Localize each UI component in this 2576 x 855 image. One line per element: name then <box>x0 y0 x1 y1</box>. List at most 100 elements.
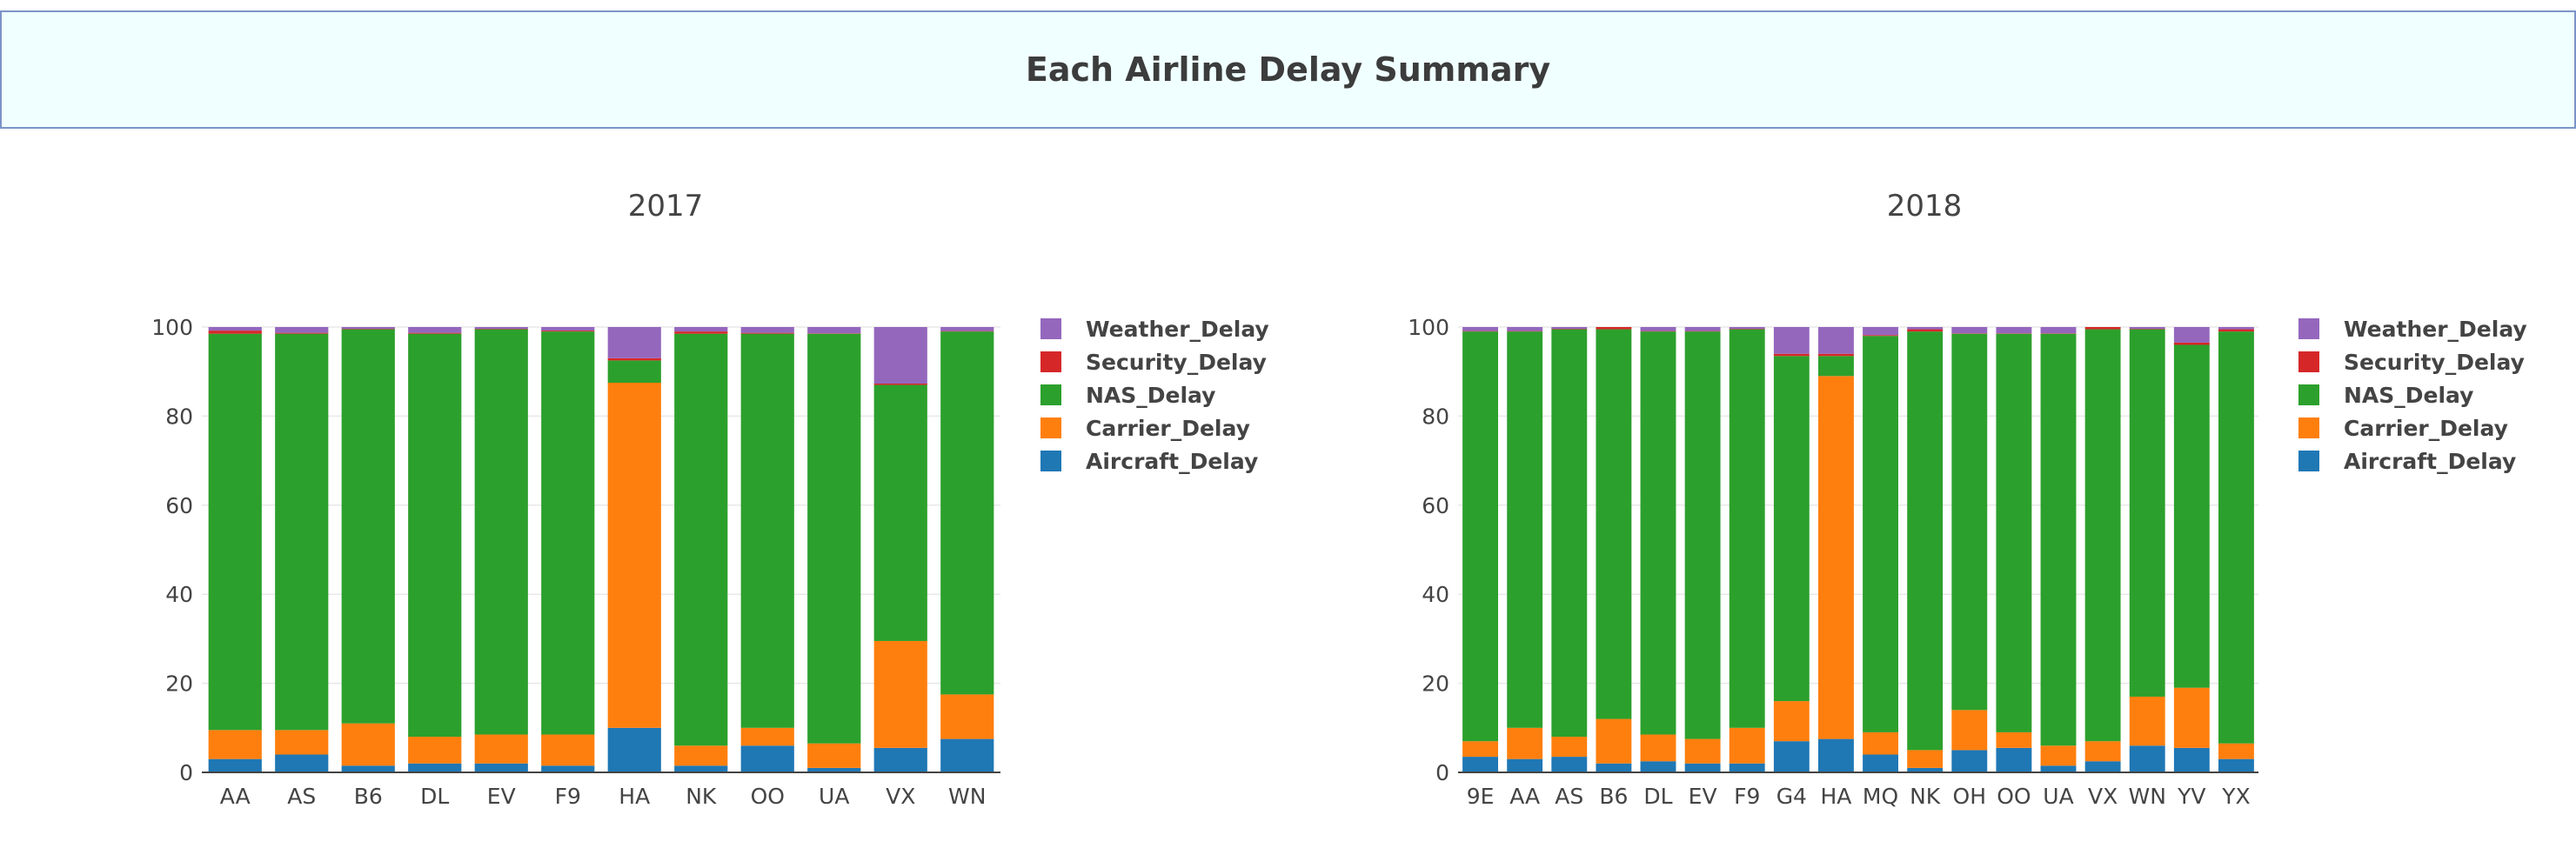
chart-2017: 2017 0 20 40 60 80 100 AA AS B6 DL EV F9 HA NK OO UA VX WN… <box>151 189 1268 809</box>
bar-segment-Aircraft_Delay-G4 <box>1773 741 1810 772</box>
bar-segment-Weather_Delay-YV <box>2173 327 2210 343</box>
legend-swatch-Weather_Delay[interactable] <box>2298 318 2319 339</box>
bar-segment-NAS_Delay-NK <box>674 333 728 746</box>
x-tick-label: DL <box>420 784 449 809</box>
page-banner: Each Airline Delay Summary <box>0 10 2576 129</box>
bar-segment-Security_Delay-VX <box>873 384 927 385</box>
y-tick-label: 0 <box>1435 760 1449 785</box>
x-tick-label: MQ <box>1863 784 1898 809</box>
legend-swatch-Carrier_Delay[interactable] <box>2298 417 2319 438</box>
bar-segment-Security_Delay-VX <box>2084 327 2121 330</box>
bar-segment-NAS_Delay-AA <box>1507 331 1543 728</box>
x-tick-label: AA <box>1509 784 1540 809</box>
y-tick-label: 20 <box>1422 671 1449 697</box>
bar-segment-Carrier_Delay-AA <box>208 730 262 759</box>
bar-segment-Aircraft_Delay-9E <box>1462 757 1498 772</box>
legend-label-Security_Delay[interactable]: Security_Delay <box>2344 350 2525 375</box>
bar-segment-Aircraft_Delay-VX <box>873 747 927 772</box>
legend-label-Security_Delay[interactable]: Security_Delay <box>1086 350 1267 375</box>
bar-segment-Carrier_Delay-G4 <box>1773 701 1810 742</box>
x-tick-label: NK <box>686 784 717 809</box>
bar-segment-Weather_Delay-EV <box>474 327 528 330</box>
legend-label-Carrier_Delay[interactable]: Carrier_Delay <box>2344 416 2508 441</box>
legend-label-Carrier_Delay[interactable]: Carrier_Delay <box>1086 416 1250 441</box>
bar-segment-Aircraft_Delay-B6 <box>1596 763 1632 772</box>
legend-swatch-Aircraft_Delay[interactable] <box>2298 451 2319 471</box>
bar-segment-Weather_Delay-AS <box>1551 327 1588 330</box>
legend-swatch-Security_Delay[interactable] <box>2298 351 2319 372</box>
bar-segment-Aircraft_Delay-NK <box>1907 767 1944 772</box>
bar-segment-Carrier_Delay-AS <box>1551 737 1588 758</box>
bar-segment-NAS_Delay-F9 <box>541 331 595 735</box>
x-tick-label: YX <box>2221 784 2250 809</box>
bar-segment-Carrier_Delay-B6 <box>341 723 395 766</box>
x-tick-label: OH <box>1953 784 1986 809</box>
bar-segment-Aircraft_Delay-VX <box>2084 761 2121 772</box>
x-tick-label: F9 <box>1734 784 1760 809</box>
legend-label-NAS_Delay[interactable]: NAS_Delay <box>1086 383 1215 408</box>
x-tick-label: VX <box>886 784 915 809</box>
x-tick-label: AA <box>220 784 251 809</box>
legend-label-Weather_Delay[interactable]: Weather_Delay <box>2344 317 2527 342</box>
bar-segment-NAS_Delay-WN <box>940 331 994 695</box>
bar-segment-Security_Delay-AA <box>208 331 262 334</box>
bar-segment-Security_Delay-HA <box>607 357 661 361</box>
bar-segment-Weather_Delay-DL <box>1640 327 1676 331</box>
bar-segment-Carrier_Delay-MQ <box>1863 731 1898 755</box>
bar-segment-Security_Delay-EV <box>1684 331 1721 332</box>
legend-swatch-Weather_Delay[interactable] <box>1040 318 1061 339</box>
bar-segment-Aircraft_Delay-OO <box>1996 747 2032 772</box>
x-tick-label: YV <box>2177 784 2205 809</box>
x-tick-label: HA <box>1820 784 1851 809</box>
bar-segment-Aircraft_Delay-OH <box>1951 750 1988 772</box>
bar-segment-NAS_Delay-AS <box>275 333 329 731</box>
legend-swatch-NAS_Delay[interactable] <box>1040 384 1061 405</box>
bar-segment-Aircraft_Delay-YV <box>2173 747 2210 772</box>
bar-segment-Weather_Delay-OO <box>1996 327 2032 334</box>
x-tick-label: WN <box>2129 784 2166 809</box>
legend-label-Weather_Delay[interactable]: Weather_Delay <box>1086 317 1269 342</box>
legend-label-Aircraft_Delay[interactable]: Aircraft_Delay <box>2344 449 2516 474</box>
bar-segment-NAS_Delay-EV <box>1684 331 1721 739</box>
bar-segment-Security_Delay-B6 <box>341 329 395 330</box>
bar-segment-NAS_Delay-UA <box>2040 333 2077 746</box>
bar-segment-Security_Delay-UA <box>807 333 861 334</box>
legend-swatch-Carrier_Delay[interactable] <box>1040 417 1061 438</box>
bar-segment-Aircraft_Delay-UA <box>2040 765 2077 772</box>
legend-swatch-Aircraft_Delay[interactable] <box>1040 451 1061 471</box>
bar-segment-NAS_Delay-HA <box>1818 356 1854 377</box>
bar-segment-Security_Delay-HA <box>1818 353 1854 357</box>
bar-segment-Security_Delay-NK <box>1907 329 1944 332</box>
bar-segment-NAS_Delay-B6 <box>1596 329 1632 719</box>
bar-segment-Aircraft_Delay-WN <box>940 738 994 772</box>
legend-label-Aircraft_Delay[interactable]: Aircraft_Delay <box>1086 449 1258 474</box>
bar-segment-Carrier_Delay-WN <box>2129 696 2165 746</box>
bar-segment-Weather_Delay-VX <box>873 327 927 384</box>
legend-swatch-Security_Delay[interactable] <box>1040 351 1061 372</box>
bar-segment-Weather_Delay-F9 <box>541 327 595 331</box>
bar-segment-NAS_Delay-YV <box>2173 344 2210 688</box>
bar-segment-Carrier_Delay-NK <box>1907 750 1944 768</box>
bar-segment-Weather_Delay-F9 <box>1729 327 1765 330</box>
y-tick-label: 80 <box>1422 404 1449 429</box>
bar-segment-NAS_Delay-UA <box>807 333 861 744</box>
bar-segment-NAS_Delay-AA <box>208 333 262 731</box>
bar-segment-Carrier_Delay-EV <box>474 734 528 764</box>
bar-segment-Security_Delay-AS <box>275 332 329 334</box>
bar-segment-NAS_Delay-OO <box>1996 333 2032 732</box>
bar-segment-NAS_Delay-B6 <box>341 329 395 724</box>
bar-segment-Aircraft_Delay-AA <box>1507 758 1543 772</box>
bar-segment-Weather_Delay-OO <box>740 327 794 333</box>
bar-segment-Aircraft_Delay-DL <box>408 763 462 772</box>
bar-segment-Weather_Delay-UA <box>807 327 861 334</box>
bar-segment-Aircraft_Delay-HA <box>1818 738 1854 772</box>
bar-segment-NAS_Delay-OH <box>1951 333 1988 711</box>
bar-segment-Carrier_Delay-B6 <box>1596 718 1632 764</box>
bar-segment-Weather_Delay-YX <box>2218 327 2254 330</box>
legend-swatch-NAS_Delay[interactable] <box>2298 384 2319 405</box>
bar-segment-Carrier_Delay-F9 <box>541 734 595 766</box>
bar-segment-Security_Delay-G4 <box>1773 353 1810 357</box>
x-tick-label: AS <box>1555 784 1583 809</box>
x-tick-label: UA <box>819 784 849 809</box>
legend-label-NAS_Delay[interactable]: NAS_Delay <box>2344 383 2473 408</box>
